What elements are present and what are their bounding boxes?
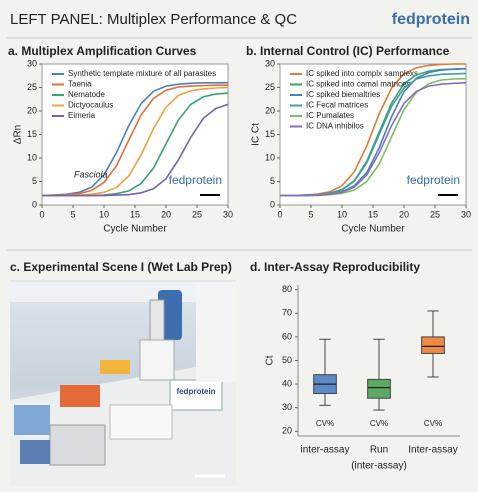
legend-label: Nematode <box>68 90 105 99</box>
x-tick-label: 30 <box>461 209 471 219</box>
x-tick-label: 0 <box>39 209 44 219</box>
curve <box>41 84 228 197</box>
y-tick-label: 5 <box>32 176 37 186</box>
y-tick-label: 0 <box>32 199 37 209</box>
x-tick-label: 5 <box>70 209 75 219</box>
y-tick-label: 15 <box>27 129 37 139</box>
x-tick-label: 25 <box>192 209 202 219</box>
kit-box <box>169 379 223 411</box>
x-tick-label: Inter-assay <box>408 445 457 456</box>
tubes <box>100 360 130 374</box>
x-tick-label: 25 <box>430 209 440 219</box>
legend-label: IC DNA inhibilos <box>306 122 364 131</box>
curve <box>42 103 229 197</box>
legend-label: Dictyocaulus <box>68 101 113 110</box>
plate <box>109 404 173 440</box>
y-tick-label: 5 <box>270 176 275 186</box>
y-axis-title: IC Ct <box>251 123 262 146</box>
y-tick-label: 15 <box>265 129 275 139</box>
y-tick-label: 30 <box>282 402 292 412</box>
lab-coat <box>196 282 236 382</box>
x-tick-label: 15 <box>368 209 378 219</box>
watermark: fedprotein <box>169 173 222 187</box>
header-logo: fedprotein <box>392 11 470 28</box>
panel-title: a. Multiplex Amplification Curves <box>8 44 197 58</box>
x-tick-label: inter-assay <box>301 445 350 456</box>
tube-rack <box>139 339 175 381</box>
watermark: fedprotein <box>407 173 460 187</box>
legend-label: IC spiked into complx samplexs <box>306 69 418 78</box>
x-tick-label: 20 <box>161 209 171 219</box>
plate <box>49 424 106 466</box>
x-tick-label: 20 <box>399 209 409 219</box>
y-tick-label: 20 <box>265 105 275 115</box>
y-axis-title: Ct <box>265 355 276 365</box>
photo: fedprotein <box>10 280 236 486</box>
y-tick-label: 70 <box>282 308 292 318</box>
legend-label: Synthetic template mixture of all parasi… <box>68 69 216 78</box>
plot-area <box>279 63 467 206</box>
legend-label: IC Fecal matrices <box>306 101 368 110</box>
x-tick-label: 5 <box>308 209 313 219</box>
legend-label: IC Pumalates <box>306 111 354 120</box>
y-tick-label: 20 <box>282 426 292 436</box>
panel-title: d. Inter-Assay Reproducibility <box>250 260 420 274</box>
y-tick-label: 0 <box>270 199 275 209</box>
y-axis-title: ΔRn <box>13 125 24 144</box>
curve <box>280 82 467 197</box>
legend-label: Taenia <box>68 80 92 89</box>
tubes <box>14 405 50 435</box>
curve <box>41 82 228 197</box>
y-tick-label: 50 <box>282 355 292 365</box>
box <box>367 378 391 399</box>
panel-title: c. Experimental Scene I (Wet Lab Prep) <box>10 260 232 274</box>
box-label: CV% <box>316 419 334 428</box>
y-tick-label: 10 <box>27 152 37 162</box>
y-tick-label: 60 <box>282 331 292 341</box>
x-axis-title: Cycle Number <box>103 224 167 235</box>
y-tick-label: 30 <box>265 58 275 68</box>
kit-label: fedprotein <box>176 387 215 396</box>
annotation: Fasciola <box>74 169 108 179</box>
x-tick-label: 15 <box>130 209 140 219</box>
y-tick-label: 25 <box>265 82 275 92</box>
legend-label: Eimeria <box>68 111 96 120</box>
legend-label: IC spiked into camal matrices <box>306 80 410 89</box>
x-axis-title: Cycle Number <box>341 224 405 235</box>
legend-label: IC spiked biemaltries <box>306 90 380 99</box>
x-tick-label: 0 <box>277 209 282 219</box>
y-tick-label: 25 <box>27 82 37 92</box>
panel-title: b. Internal Control (IC) Performance <box>246 44 450 58</box>
tubes <box>20 440 50 464</box>
y-tick-label: 80 <box>282 284 292 294</box>
x-tick-label: 10 <box>99 209 109 219</box>
y-tick-label: 40 <box>282 378 292 388</box>
x-tick-label: 10 <box>337 209 347 219</box>
x-axis-title: (inter-assay) <box>351 461 407 472</box>
y-tick-label: 20 <box>27 105 37 115</box>
box-label: CV% <box>370 419 388 428</box>
x-tick-label: 30 <box>223 209 233 219</box>
y-tick-label: 30 <box>27 58 37 68</box>
box-label: CV% <box>424 419 442 428</box>
tubes <box>60 385 100 407</box>
x-tick-label: Run <box>370 445 388 456</box>
y-tick-label: 10 <box>265 152 275 162</box>
header-title: LEFT PANEL: Multiplex Performance & QC <box>10 11 297 28</box>
box <box>421 336 445 354</box>
